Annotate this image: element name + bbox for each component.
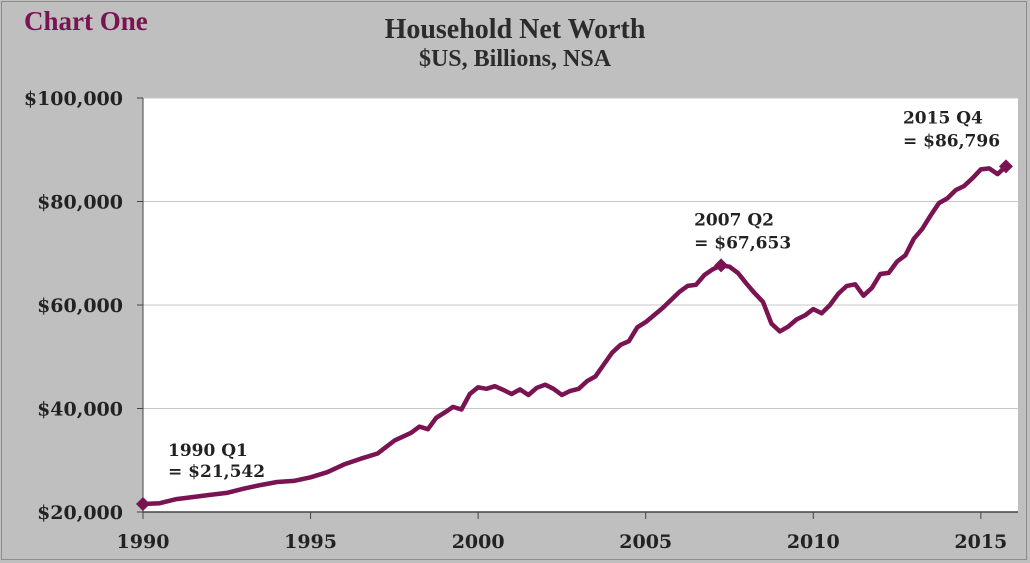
series-group [140,164,1009,507]
annotation-label: 1990 Q1 [168,441,248,461]
x-tick-label: 2000 [452,531,505,553]
data-point-marker [714,258,729,273]
y-tick-label: $80,000 [37,192,123,214]
x-tick-label: 1990 [117,531,170,553]
data-point-marker [136,497,150,512]
y-tick-label: $20,000 [37,502,123,524]
x-tick-label: 2005 [619,531,672,553]
gridlines [143,97,1018,409]
chart-subtitle: $US, Billions, NSA [418,46,612,72]
annotation-value: = $86,796 [903,131,1000,151]
x-axis: 1990 1995 2000 2005 2010 2015 [117,511,1018,553]
annotations: 1990 Q1= $21,542 2007 Q2 = $67,653 2015 Q4 =… [136,108,1013,512]
x-tick-label: 2010 [787,531,840,553]
annotation-label: 2015 Q4 [903,108,983,128]
annotation-value: = $21,542 [168,462,265,482]
x-tick-label: 2015 [954,531,1007,553]
y-tick-label: $40,000 [37,399,123,421]
x-tick-label: 1995 [284,531,337,553]
chart-title: Household Net Worth [384,14,646,45]
y-axis: $20,000 $40,000 $60,000 $80,000 $100,000 [24,88,144,524]
y-tick-label: $100,000 [24,88,123,110]
data-point-marker [998,159,1013,174]
series-line [140,164,1009,507]
annotation-label: 2007 Q2 [694,210,774,230]
chart-number-label: Chart One [24,6,148,36]
annotation-value: = $67,653 [694,233,791,253]
y-tick-label: $60,000 [37,295,123,317]
